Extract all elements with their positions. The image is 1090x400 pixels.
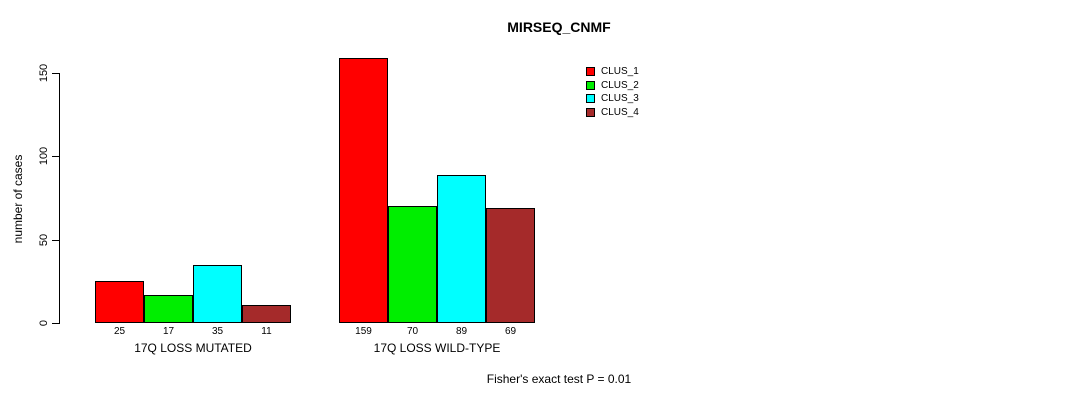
legend-label: CLUS_4 — [601, 107, 639, 119]
y-axis-tick — [52, 156, 59, 158]
y-axis-tick — [52, 73, 59, 74]
bar-value-label: 159 — [355, 326, 372, 337]
y-axis-tick-label: 50 — [38, 233, 50, 246]
legend-swatch-clus_1 — [586, 67, 595, 77]
bar-value-label: 70 — [406, 326, 419, 337]
legend-item-clus_2: CLUS_2 — [586, 79, 639, 93]
y-axis-tick-label: 150 — [38, 63, 50, 83]
legend-item-clus_4: CLUS_4 — [586, 106, 639, 120]
bar-value-label: 69 — [504, 326, 517, 337]
bar-clus_2-group2 — [388, 206, 437, 323]
bar-value-label: 25 — [113, 326, 126, 337]
bar-clus_1-group1 — [95, 281, 144, 323]
group-label: 17Q LOSS MUTATED — [134, 341, 252, 355]
bar-clus_1-group2 — [339, 58, 388, 323]
bar-clus_3-group2 — [437, 174, 486, 323]
legend-label: CLUS_1 — [601, 66, 639, 78]
legend-item-clus_3: CLUS_3 — [586, 92, 639, 106]
legend: CLUS_1 CLUS_2 CLUS_3 CLUS_4 — [586, 65, 639, 119]
group-label: 17Q LOSS WILD-TYPE — [373, 341, 501, 355]
y-axis-line — [59, 73, 60, 324]
footnote-text: Fisher's exact test P = 0.01 — [486, 372, 632, 386]
bar-value-label: 17 — [162, 326, 175, 337]
y-axis-title: number of cases — [11, 154, 25, 244]
legend-swatch-clus_2 — [586, 80, 595, 90]
y-axis-tick — [52, 239, 59, 241]
bar-value-label: 11 — [261, 326, 272, 337]
legend-swatch-clus_4 — [586, 108, 595, 118]
chart-title: MIRSEQ_CNMF — [507, 19, 611, 35]
bar-clus_3-group1 — [193, 264, 242, 323]
legend-swatch-clus_3 — [586, 94, 595, 104]
legend-label: CLUS_3 — [601, 93, 639, 105]
bar-clus_2-group1 — [144, 294, 193, 323]
y-axis-tick-label: 100 — [38, 147, 50, 166]
bar-value-label: 89 — [455, 326, 468, 337]
bar-value-label: 35 — [211, 326, 224, 337]
bar-clus_4-group1 — [242, 304, 291, 323]
bar-clus_4-group2 — [486, 208, 535, 323]
y-axis-tick — [52, 323, 59, 324]
legend-item-clus_1: CLUS_1 — [586, 65, 639, 79]
legend-label: CLUS_2 — [601, 79, 639, 91]
y-axis-tick-label: 0 — [38, 319, 50, 327]
